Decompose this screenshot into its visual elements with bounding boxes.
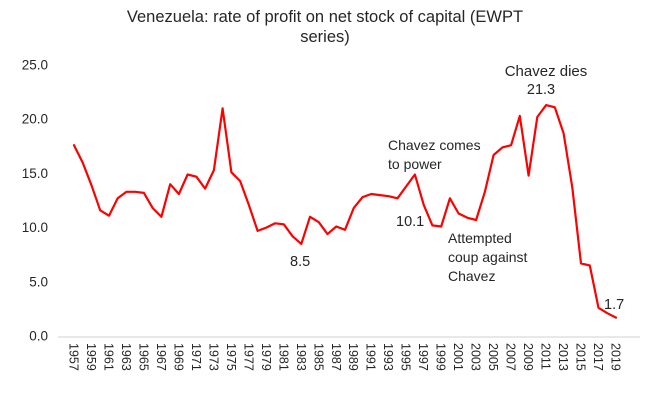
y-tick-label: 10.0 xyxy=(22,220,48,235)
x-tick-label: 1971 xyxy=(189,343,203,371)
x-tick-label: 1981 xyxy=(276,343,290,371)
x-tick-label: 1991 xyxy=(364,343,378,371)
chart-title-line2: series) xyxy=(300,28,350,46)
x-tick-label: 2007 xyxy=(504,343,518,371)
x-tick-label: 1989 xyxy=(346,343,360,371)
annotation-chavez-comes-to-power: Chavez comes xyxy=(388,137,481,153)
x-tick-label: 1995 xyxy=(399,343,413,371)
annotation-peak-value-21-3: 21.3 xyxy=(527,82,555,98)
x-tick-label: 1961 xyxy=(101,343,115,371)
x-tick-label: 2013 xyxy=(556,343,570,371)
annotation-chavez-dies: Chavez dies xyxy=(505,63,588,80)
x-tick-label: 1993 xyxy=(381,343,395,371)
x-tick-label: 2011 xyxy=(539,343,553,370)
x-tick-label: 1979 xyxy=(259,343,273,371)
annotation-dip-value-8-5: 8.5 xyxy=(290,254,310,270)
x-tick-label: 1973 xyxy=(206,343,220,371)
x-tick-label: 1967 xyxy=(154,343,168,371)
y-tick-label: 25.0 xyxy=(22,58,48,73)
x-tick-label: 2015 xyxy=(574,343,588,371)
y-tick-label: 5.0 xyxy=(29,274,48,289)
x-tick-label: 1985 xyxy=(311,343,325,371)
annotation-attempted-coup: coup against xyxy=(448,249,528,265)
x-tick-label: 2017 xyxy=(591,343,605,371)
x-tick-label: 2005 xyxy=(486,343,500,371)
x-tick-label: 2009 xyxy=(521,343,535,371)
x-tick-label: 1999 xyxy=(434,343,448,371)
x-tick-label: 1983 xyxy=(294,343,308,371)
y-tick-label: 15.0 xyxy=(22,166,48,181)
annotation-attempted-coup: Chavez xyxy=(448,268,495,284)
x-tick-label: 1977 xyxy=(241,343,255,371)
x-tick-label: 1987 xyxy=(329,343,343,371)
x-tick-label: 1963 xyxy=(119,343,133,371)
chart-title-line1: Venezuela: rate of profit on net stock o… xyxy=(126,8,524,26)
annotation-end-value-1-7: 1.7 xyxy=(604,297,624,313)
annotation-chavez-comes-to-power: to power xyxy=(388,156,442,172)
x-tick-label: 1959 xyxy=(84,343,98,371)
annotation-attempted-coup: Attempted xyxy=(448,230,512,246)
x-tick-label: 1957 xyxy=(67,343,81,371)
x-tick-label: 1997 xyxy=(416,343,430,371)
annotation-dip-value-10-1: 10.1 xyxy=(396,214,424,230)
y-tick-label: 0.0 xyxy=(29,329,48,344)
y-tick-label: 20.0 xyxy=(22,112,48,127)
x-tick-label: 2001 xyxy=(451,343,465,371)
profit-series-line xyxy=(72,103,618,319)
x-tick-label: 1965 xyxy=(136,343,150,371)
chart-title: Venezuela: rate of profit on net stock o… xyxy=(0,7,650,47)
x-tick-label: 1975 xyxy=(224,343,238,371)
x-tick-label: 1969 xyxy=(171,343,185,371)
x-tick-label: 2003 xyxy=(469,343,483,371)
x-tick-label: 2019 xyxy=(609,343,623,371)
